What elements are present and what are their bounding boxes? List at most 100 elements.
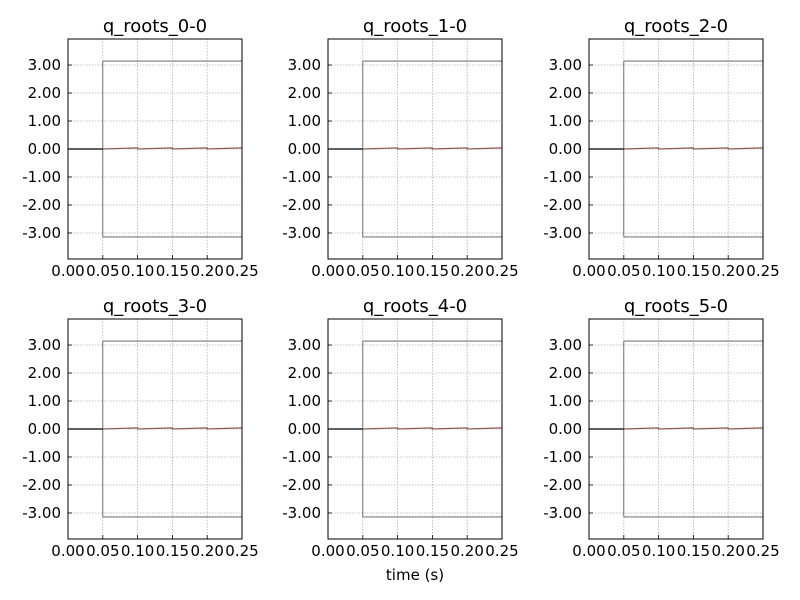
y-tick-label: -2.00	[22, 476, 61, 494]
y-tick-label: -2.00	[543, 476, 582, 494]
subplot-5: q_roots_5-0 0.00 0.05 0.10 0.15 0.20 0.25 3.00 2…	[543, 296, 780, 560]
y-tick-label: 0.00	[288, 420, 321, 438]
x-tick-label: 0.10	[121, 542, 154, 560]
y-tick-label: -1.00	[282, 448, 321, 466]
y-tick-label: 1.00	[549, 112, 582, 130]
x-tick-label: 0.20	[450, 542, 483, 560]
y-tick-label: 3.00	[549, 336, 582, 354]
x-tick-label: 0.10	[642, 542, 675, 560]
y-tick-label: 0.00	[549, 140, 582, 158]
x-tick-label: 0.00	[572, 262, 605, 280]
x-tick-label: 0.00	[311, 542, 344, 560]
x-tick-label: 0.10	[642, 262, 675, 280]
subplot-0: q_roots_0-00.00 0.05 0.10 0.15 0.20 0.253.002…	[22, 16, 259, 280]
x-tick-label: 0.15	[677, 542, 710, 560]
y-tick-label: -3.00	[282, 224, 321, 242]
subplot-title: q_roots_3-0	[103, 296, 207, 317]
axes-frame	[67, 318, 243, 540]
series-line-1	[102, 427, 243, 430]
y-tick-label: -2.00	[282, 196, 321, 214]
series-line-1	[623, 147, 764, 150]
subplot-1: q_roots_1-00.00 0.05 0.10 0.15 0.20 0.253.002…	[282, 16, 519, 280]
y-tick-label: 0.00	[288, 140, 321, 158]
y-tick-label: 1.00	[288, 392, 321, 410]
y-tick-label: 3.00	[288, 336, 321, 354]
y-tick-label: -2.00	[543, 196, 582, 214]
x-tick-label: 0.25	[485, 262, 518, 280]
x-tick-label: 0.00	[51, 262, 84, 280]
y-tick-label: 3.00	[28, 336, 61, 354]
axes-frame	[67, 38, 243, 260]
x-tick-label: 0.20	[450, 262, 483, 280]
y-tick-label: 2.00	[28, 84, 61, 102]
x-tick-label: 0.15	[416, 542, 449, 560]
x-tick-label: 0.00	[51, 542, 84, 560]
x-tick-label: 0.20	[711, 262, 744, 280]
x-tick-label: 0.25	[225, 262, 258, 280]
axes-frame	[327, 38, 503, 260]
x-tick-label: 0.15	[156, 262, 189, 280]
subplot-2: q_roots_2-00.00 0.05 0.10 0.15 0.20 0.253.002…	[543, 16, 780, 280]
y-tick-label: 2.00	[288, 84, 321, 102]
series-line-1	[623, 427, 764, 430]
y-tick-label: 1.00	[28, 392, 61, 410]
x-tick-label: 0.15	[416, 262, 449, 280]
subplot-title: q_roots_4-0	[363, 296, 467, 317]
x-tick-label: 0.10	[121, 262, 154, 280]
x-tick-label: 0.00	[311, 262, 344, 280]
y-tick-label: 1.00	[288, 112, 321, 130]
x-tick-label: 0.20	[190, 542, 223, 560]
y-tick-label: -3.00	[22, 504, 61, 522]
x-tick-label: 0.20	[190, 262, 223, 280]
y-tick-label: -3.00	[543, 504, 582, 522]
y-tick-label: 1.00	[28, 112, 61, 130]
y-tick-label: -3.00	[22, 224, 61, 242]
y-tick-label: -2.00	[22, 196, 61, 214]
x-tick-label: 0.15	[156, 542, 189, 560]
y-tick-label: 0.00	[28, 420, 61, 438]
y-tick-label: -1.00	[282, 168, 321, 186]
x-tick-label: 0.05	[346, 262, 379, 280]
y-tick-label: 3.00	[28, 56, 61, 74]
y-tick-label: -3.00	[282, 504, 321, 522]
axes-frame	[588, 38, 764, 260]
y-tick-label: 0.00	[28, 140, 61, 158]
series-line-1	[362, 427, 503, 430]
x-axis-label: time (s)	[386, 566, 444, 584]
y-tick-label: 2.00	[288, 364, 321, 382]
subplot-title: q_roots_0-0	[103, 16, 207, 37]
y-tick-label: -1.00	[22, 448, 61, 466]
x-tick-label: 0.05	[346, 542, 379, 560]
subplot-title: q_roots_1-0	[363, 16, 467, 37]
y-tick-label: -3.00	[543, 224, 582, 242]
x-tick-label: 0.15	[677, 262, 710, 280]
y-tick-label: 3.00	[288, 56, 321, 74]
x-tick-label: 0.10	[381, 262, 414, 280]
subplot-title: q_roots_2-0	[624, 16, 728, 37]
x-tick-label: 0.25	[746, 542, 779, 560]
subplot-grid: q_roots_0-00.00 0.05 0.10 0.15 0.20 0.253.002…	[22, 16, 780, 560]
axes-frame	[327, 318, 503, 540]
x-tick-label: 0.25	[485, 542, 518, 560]
y-tick-label: 2.00	[28, 364, 61, 382]
x-tick-label: 0.05	[607, 262, 640, 280]
x-tick-label: 0.05	[86, 262, 119, 280]
x-tick-label: 0.05	[607, 542, 640, 560]
x-tick-label: 0.20	[711, 542, 744, 560]
series-line-1	[362, 147, 503, 150]
subplot-title: q_roots_5-0	[624, 296, 728, 317]
subplot-3: q_roots_3-00.00 0.05 0.10 0.15 0.20 0.253.002…	[22, 296, 259, 560]
x-tick-label: 0.25	[225, 542, 258, 560]
x-tick-label: 0.05	[86, 542, 119, 560]
x-tick-label: 0.10	[381, 542, 414, 560]
y-tick-label: -2.00	[282, 476, 321, 494]
x-tick-label: 0.25	[746, 262, 779, 280]
y-tick-label: 3.00	[549, 56, 582, 74]
axes-frame	[588, 318, 764, 540]
y-tick-label: 1.00	[549, 392, 582, 410]
y-tick-label: 2.00	[549, 364, 582, 382]
y-tick-label: 2.00	[549, 84, 582, 102]
x-tick-label: 0.00	[572, 542, 605, 560]
y-tick-label: -1.00	[543, 168, 582, 186]
